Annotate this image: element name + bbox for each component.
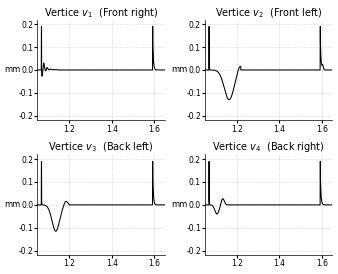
Title: Vertice $v_3$  (Back left): Vertice $v_3$ (Back left) xyxy=(48,141,154,155)
Y-axis label: mm: mm xyxy=(4,200,20,209)
Title: Vertice $v_1$  (Front right): Vertice $v_1$ (Front right) xyxy=(44,5,159,19)
Y-axis label: mm: mm xyxy=(171,65,188,75)
Title: Vertice $v_2$  (Front left): Vertice $v_2$ (Front left) xyxy=(215,6,322,19)
Y-axis label: mm: mm xyxy=(4,65,20,75)
Y-axis label: mm: mm xyxy=(171,200,188,209)
Title: Vertice $v_4$  (Back right): Vertice $v_4$ (Back right) xyxy=(213,141,325,155)
